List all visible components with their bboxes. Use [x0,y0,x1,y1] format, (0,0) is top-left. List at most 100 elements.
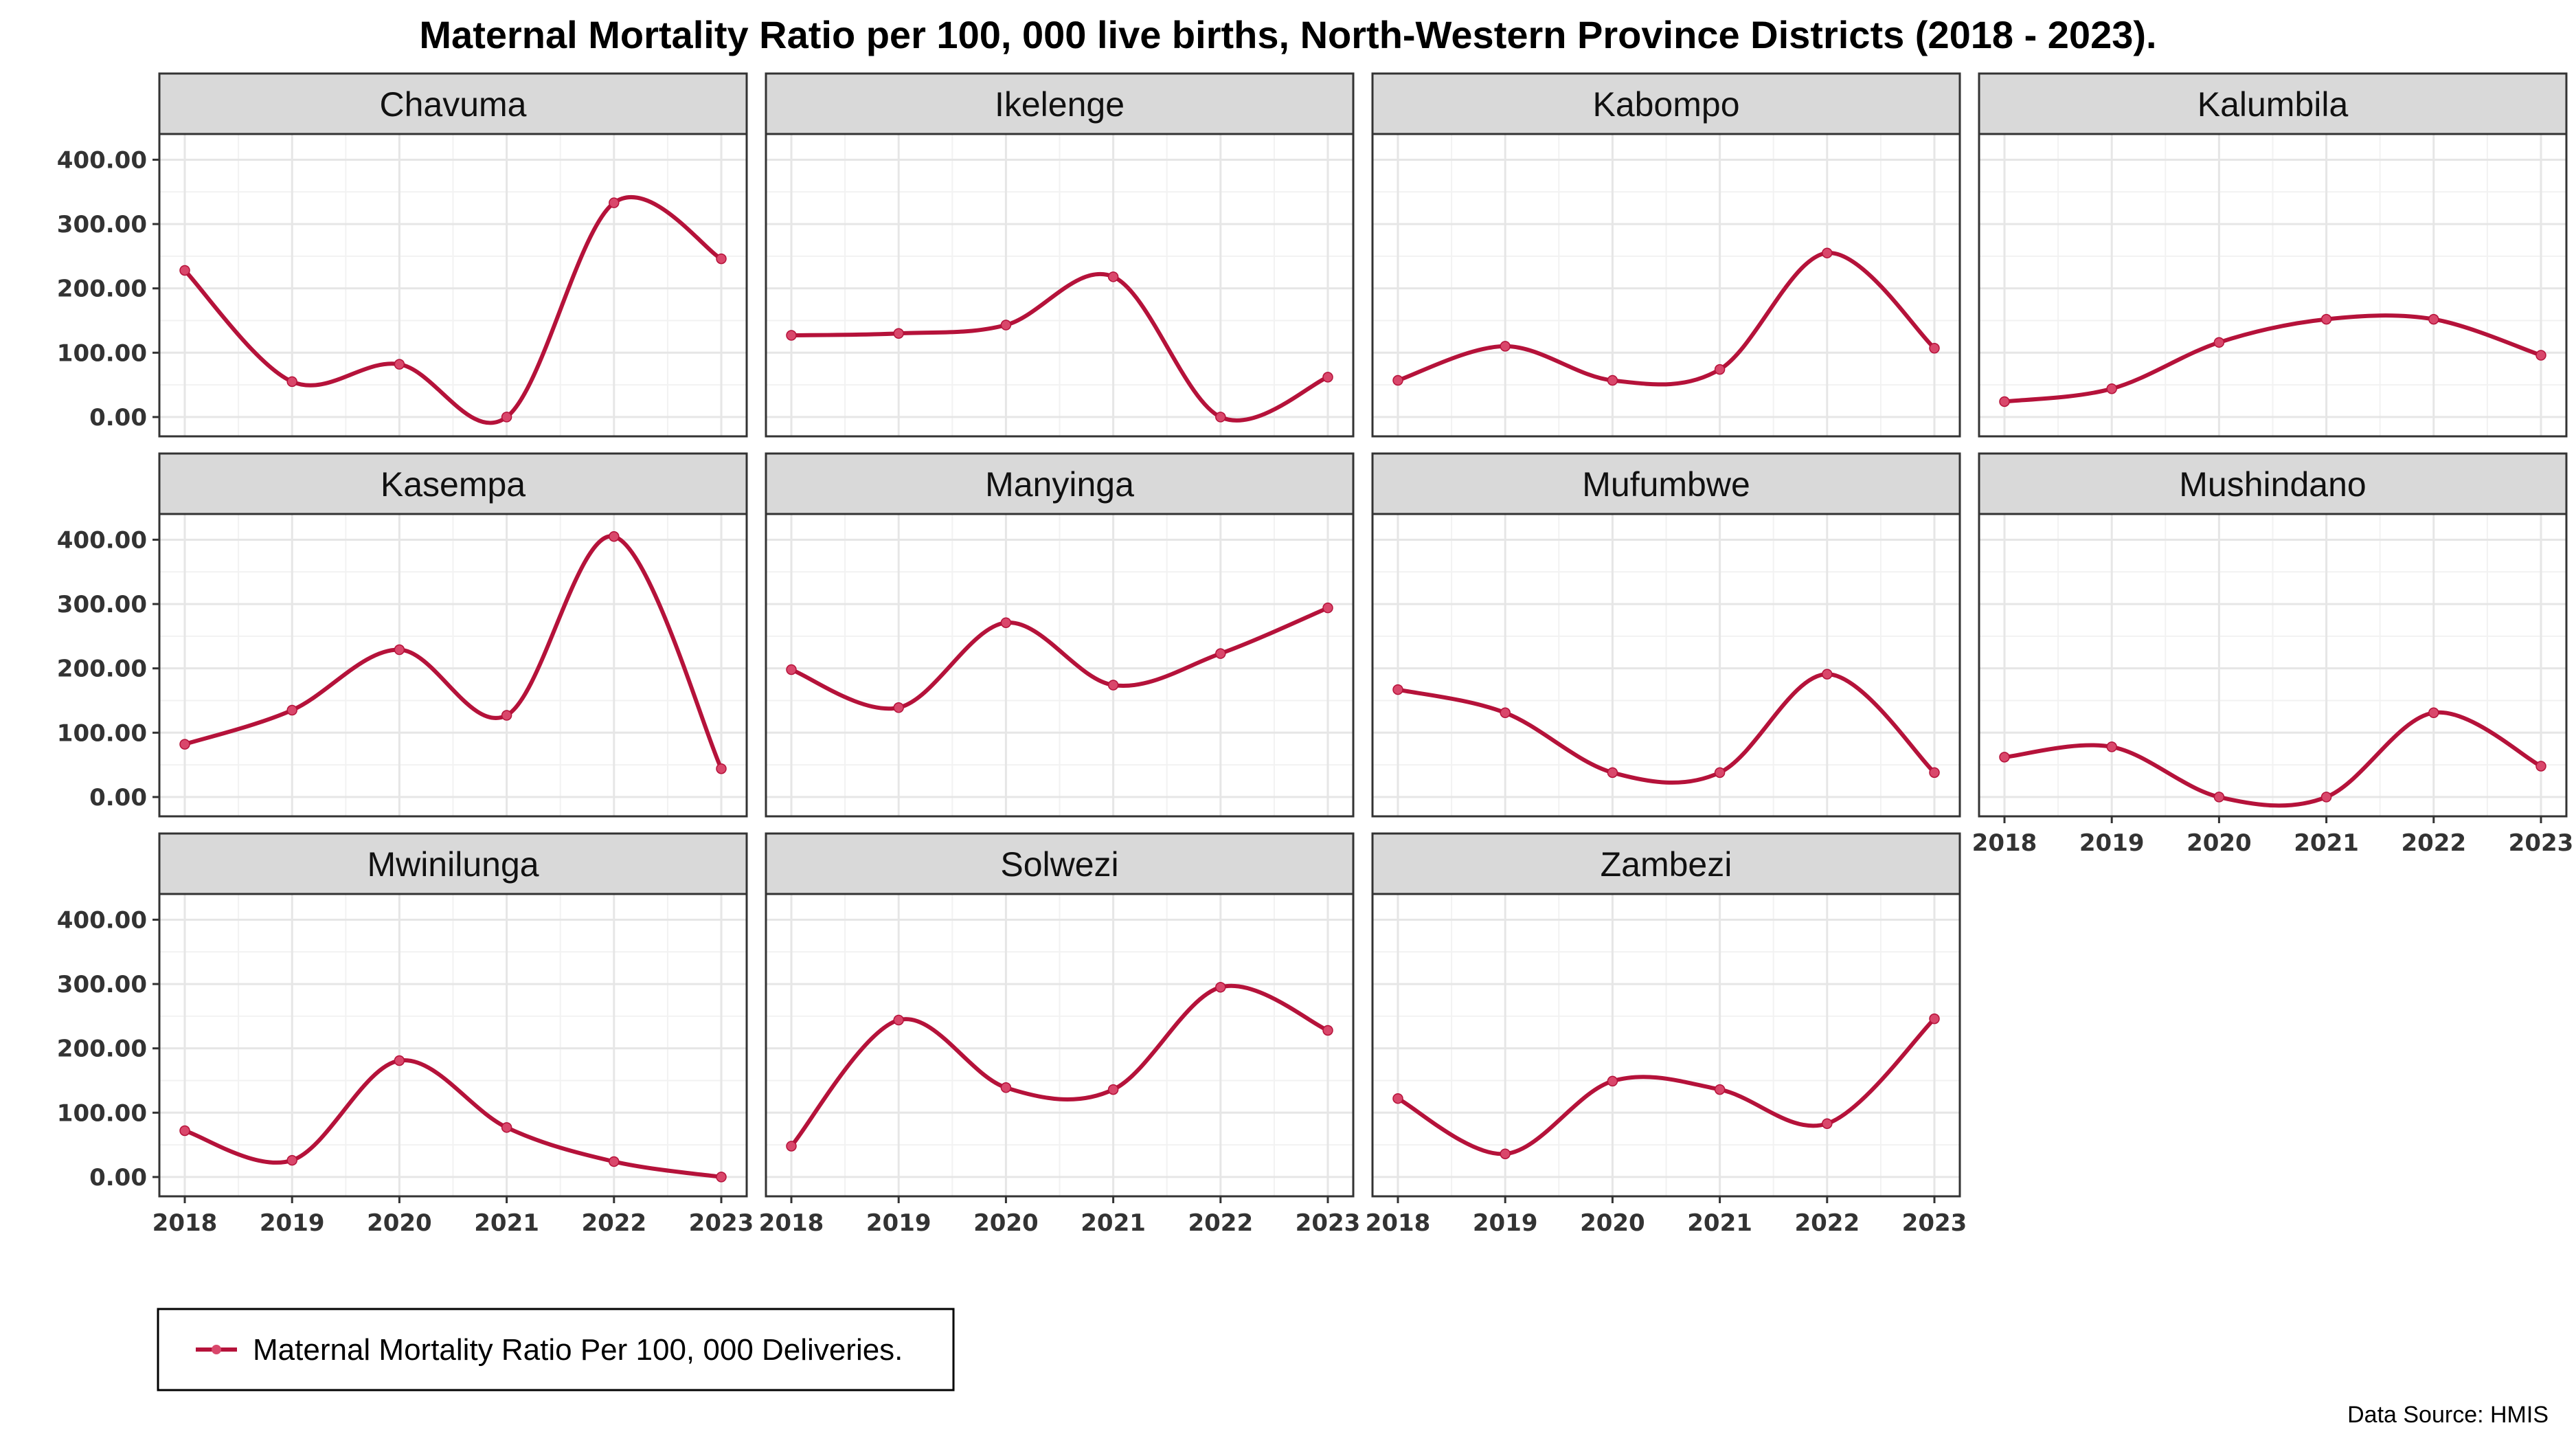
strip-kasempa [158,452,748,515]
data-point-mwinilunga-2022 [609,1156,620,1167]
y-tick-label: 100.00 [57,719,147,747]
x-tick-label: 2023 [2509,829,2574,857]
data-point-mushindano-2018 [1999,752,2010,763]
panel-border-mushindano [1978,513,2568,818]
panel-zambezi: Zambezi 2018 2019 2020 2021 2022 2023 [1366,832,1967,1237]
strip-solwezi [765,832,1355,895]
data-point-kasempa-2018 [179,739,190,750]
data-point-chavuma-2023 [716,253,727,265]
data-point-ikelenge-2022 [1215,412,1226,423]
x-tick-label: 2020 [973,1209,1039,1237]
data-point-mufumbwe-2023 [1929,767,1940,779]
data-point-solwezi-2018 [786,1141,797,1152]
data-point-mwinilunga-2021 [501,1122,512,1133]
panel-kabompo: Kabompo [1371,72,1961,438]
strip-kalumbila [1978,72,2568,135]
data-point-mushindano-2020 [2213,792,2225,803]
y-tick-label: 300.00 [57,971,147,998]
x-tick-label: 2022 [1794,1209,1860,1237]
facet-panels: Chavuma 0.00 100.00 200.00 300.00 400.00 Ikele… [57,72,2574,1237]
panel-border-ikelenge [765,133,1355,438]
strip-label-mushindano: Mushindano [2179,465,2366,504]
legend-box [157,1308,955,1391]
data-point-solwezi-2023 [1322,1025,1333,1036]
panel-mushindano: Mushindano 2018 2019 2020 2021 2022 2023 [1972,452,2574,857]
data-point-solwezi-2021 [1107,1084,1119,1095]
data-point-kasempa-2019 [286,704,297,716]
x-tick-label: 2018 [152,1209,218,1237]
x-tick-label: 2023 [689,1209,754,1237]
x-tick-label: 2022 [581,1209,646,1237]
legend-point-key [212,1345,221,1354]
data-point-mufumbwe-2020 [1607,767,1618,779]
data-point-kalumbila-2018 [1999,396,2010,407]
y-tick-label: 200.00 [57,276,147,303]
panel-mufumbwe: Mufumbwe [1371,452,1961,818]
x-tick-label: 2021 [2294,829,2359,857]
data-point-mufumbwe-2018 [1392,684,1403,695]
strip-chavuma [158,72,748,135]
data-point-kalumbila-2023 [2535,350,2546,361]
data-point-chavuma-2020 [394,359,405,370]
data-point-kalumbila-2020 [2213,337,2225,348]
y-tick-label: 400.00 [57,146,147,174]
series-line-zambezi [1396,1016,1936,1156]
y-tick-label: 0.00 [89,404,147,432]
x-tick-label: 2020 [367,1209,432,1237]
data-point-chavuma-2019 [286,376,297,388]
strip-label-mwinilunga: Mwinilunga [367,845,539,884]
panel-border-zambezi [1371,893,1961,1198]
x-tick-label: 2021 [474,1209,539,1237]
y-tick-label: 100.00 [57,1099,147,1127]
strip-label-ikelenge: Ikelenge [995,85,1125,124]
panel-kasempa: Kasempa 0.00 100.00 200.00 300.00 400.00 [57,452,748,818]
data-point-chavuma-2021 [501,412,512,423]
x-tick-label: 2019 [2079,829,2145,857]
strip-label-kabompo: Kabompo [1592,85,1739,124]
strip-label-kalumbila: Kalumbila [2197,85,2349,124]
data-point-manyinga-2018 [786,664,797,675]
panel-border-solwezi [765,893,1355,1198]
data-point-zambezi-2021 [1714,1084,1726,1095]
series-line-kalumbila [2002,313,2543,404]
panel-mwinilunga: Mwinilunga 0.00 100.00 200.00 300.00 400.00 20… [57,832,754,1237]
panel-border-manyinga [765,513,1355,818]
data-point-kalumbila-2019 [2106,383,2117,394]
y-tick-label: 0.00 [89,1164,147,1192]
data-point-mushindano-2021 [2320,792,2332,803]
data-point-chavuma-2018 [179,265,190,276]
data-point-solwezi-2019 [893,1014,904,1026]
panel-manyinga: Manyinga [765,452,1355,818]
strip-zambezi [1371,832,1961,895]
panel-border-mwinilunga [158,893,748,1198]
data-point-ikelenge-2023 [1322,372,1333,383]
series-line-chavuma [183,195,723,425]
strip-kabompo [1371,72,1961,135]
chart-title: Maternal Mortality Ratio per 100, 000 li… [419,13,2156,56]
strip-label-zambezi: Zambezi [1601,845,1732,884]
series-line-mushindano [2002,710,2543,808]
data-point-zambezi-2022 [1822,1118,1833,1129]
panel-border-mufumbwe [1371,513,1961,818]
data-point-manyinga-2021 [1107,680,1119,691]
y-tick-label: 300.00 [57,211,147,238]
strip-label-kasempa: Kasempa [381,465,526,504]
data-point-kalumbila-2021 [2320,313,2332,325]
strip-label-manyinga: Manyinga [985,465,1134,504]
data-point-kabompo-2021 [1714,363,1726,375]
data-point-manyinga-2022 [1215,648,1226,659]
data-point-zambezi-2018 [1392,1093,1403,1104]
data-point-ikelenge-2020 [1000,320,1012,331]
data-point-ikelenge-2021 [1107,271,1119,282]
data-point-manyinga-2020 [1000,617,1012,628]
data-point-zambezi-2020 [1607,1075,1618,1087]
data-point-manyinga-2019 [893,702,904,713]
x-tick-label: 2020 [1580,1209,1645,1237]
legend: Maternal Mortality Ratio Per 100, 000 De… [157,1308,955,1391]
x-tick-label: 2022 [2401,829,2466,857]
x-tick-label: 2023 [1296,1209,1361,1237]
strip-manyinga [765,452,1355,515]
data-point-kasempa-2023 [716,763,727,774]
data-point-kabompo-2019 [1500,341,1511,352]
panel-solwezi: Solwezi 2018 2019 2020 2021 2022 2023 [759,832,1361,1237]
